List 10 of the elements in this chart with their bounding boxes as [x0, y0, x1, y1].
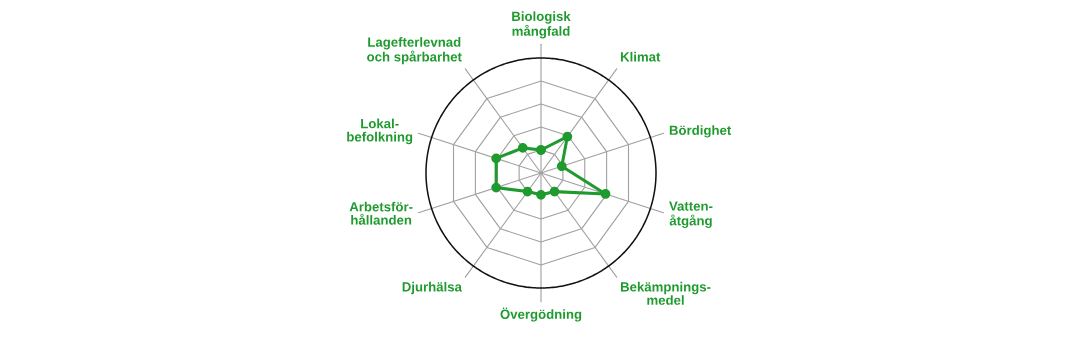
- spoke-label: Biologisk mångfald: [512, 11, 571, 39]
- spoke-label: Djurhälsa: [402, 281, 462, 295]
- spoke-label: Arbetsför- hållanden: [349, 201, 413, 225]
- spoke-label: Lokal- befolkning: [347, 118, 413, 145]
- spoke-label: Vatten- åtgång: [669, 201, 713, 229]
- spoke-label: Bekämpnings- medel: [620, 281, 711, 305]
- spoke-label: Bördighet: [669, 125, 732, 138]
- spoke-label: Klimat: [620, 51, 661, 62]
- spoke-label: Lagefterlevnad och spårbarhet: [367, 37, 462, 65]
- spoke-label: Övergödning: [500, 307, 582, 322]
